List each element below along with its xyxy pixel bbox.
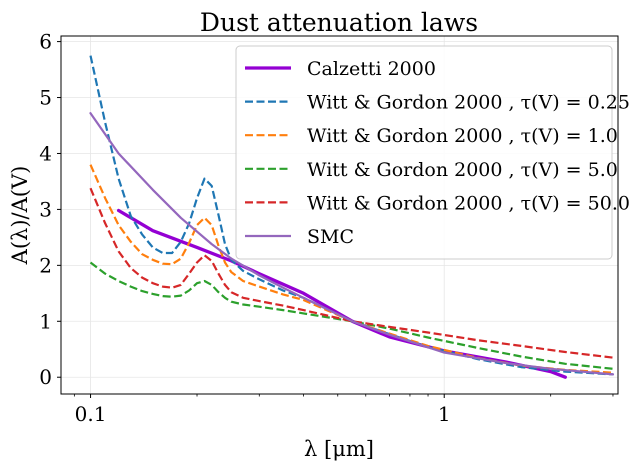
y-tick-label: 1: [39, 309, 52, 333]
legend-label: Witt & Gordon 2000 , τ(V) = 1.0: [307, 125, 618, 147]
series-line-2: [89, 55, 614, 376]
legend-label: Witt & Gordon 2000 , τ(V) = 0.25: [307, 92, 629, 114]
series-line-3: [89, 164, 614, 374]
legend-label: Witt & Gordon 2000 , τ(V) = 50.0: [307, 192, 629, 214]
series-line-6: [89, 112, 615, 376]
legend: Calzetti 2000 Witt & Gordon 2000 , τ(V) =…: [235, 45, 629, 260]
legend-label: SMC: [307, 226, 354, 248]
y-tick-label: 3: [39, 197, 52, 221]
y-tick-label: 4: [39, 141, 52, 165]
x-axis-label: λ [μm]: [304, 437, 374, 461]
series-layer: [89, 55, 615, 379]
axis-ticks: 0 1 2 3 4 5 6 0.1 1: [39, 30, 614, 426]
chart-title: Dust attenuation laws: [200, 8, 478, 37]
y-tick-label: 5: [39, 86, 52, 110]
y-tick-label: 2: [39, 253, 52, 277]
plot-frame: [60, 35, 619, 395]
legend-label: Calzetti 2000: [307, 58, 436, 80]
legend-label: Witt & Gordon 2000 , τ(V) = 5.0: [307, 159, 618, 181]
series-line-4: [89, 261, 614, 370]
legend-box: [235, 45, 613, 260]
y-axis-label: A(λ)/A(V): [8, 166, 32, 266]
y-tick-label: 0: [39, 365, 52, 389]
series-line-5: [89, 187, 614, 359]
x-tick-label: 0.1: [75, 402, 107, 426]
x-tick-label: 1: [438, 402, 451, 426]
y-tick-label: 6: [39, 30, 52, 54]
